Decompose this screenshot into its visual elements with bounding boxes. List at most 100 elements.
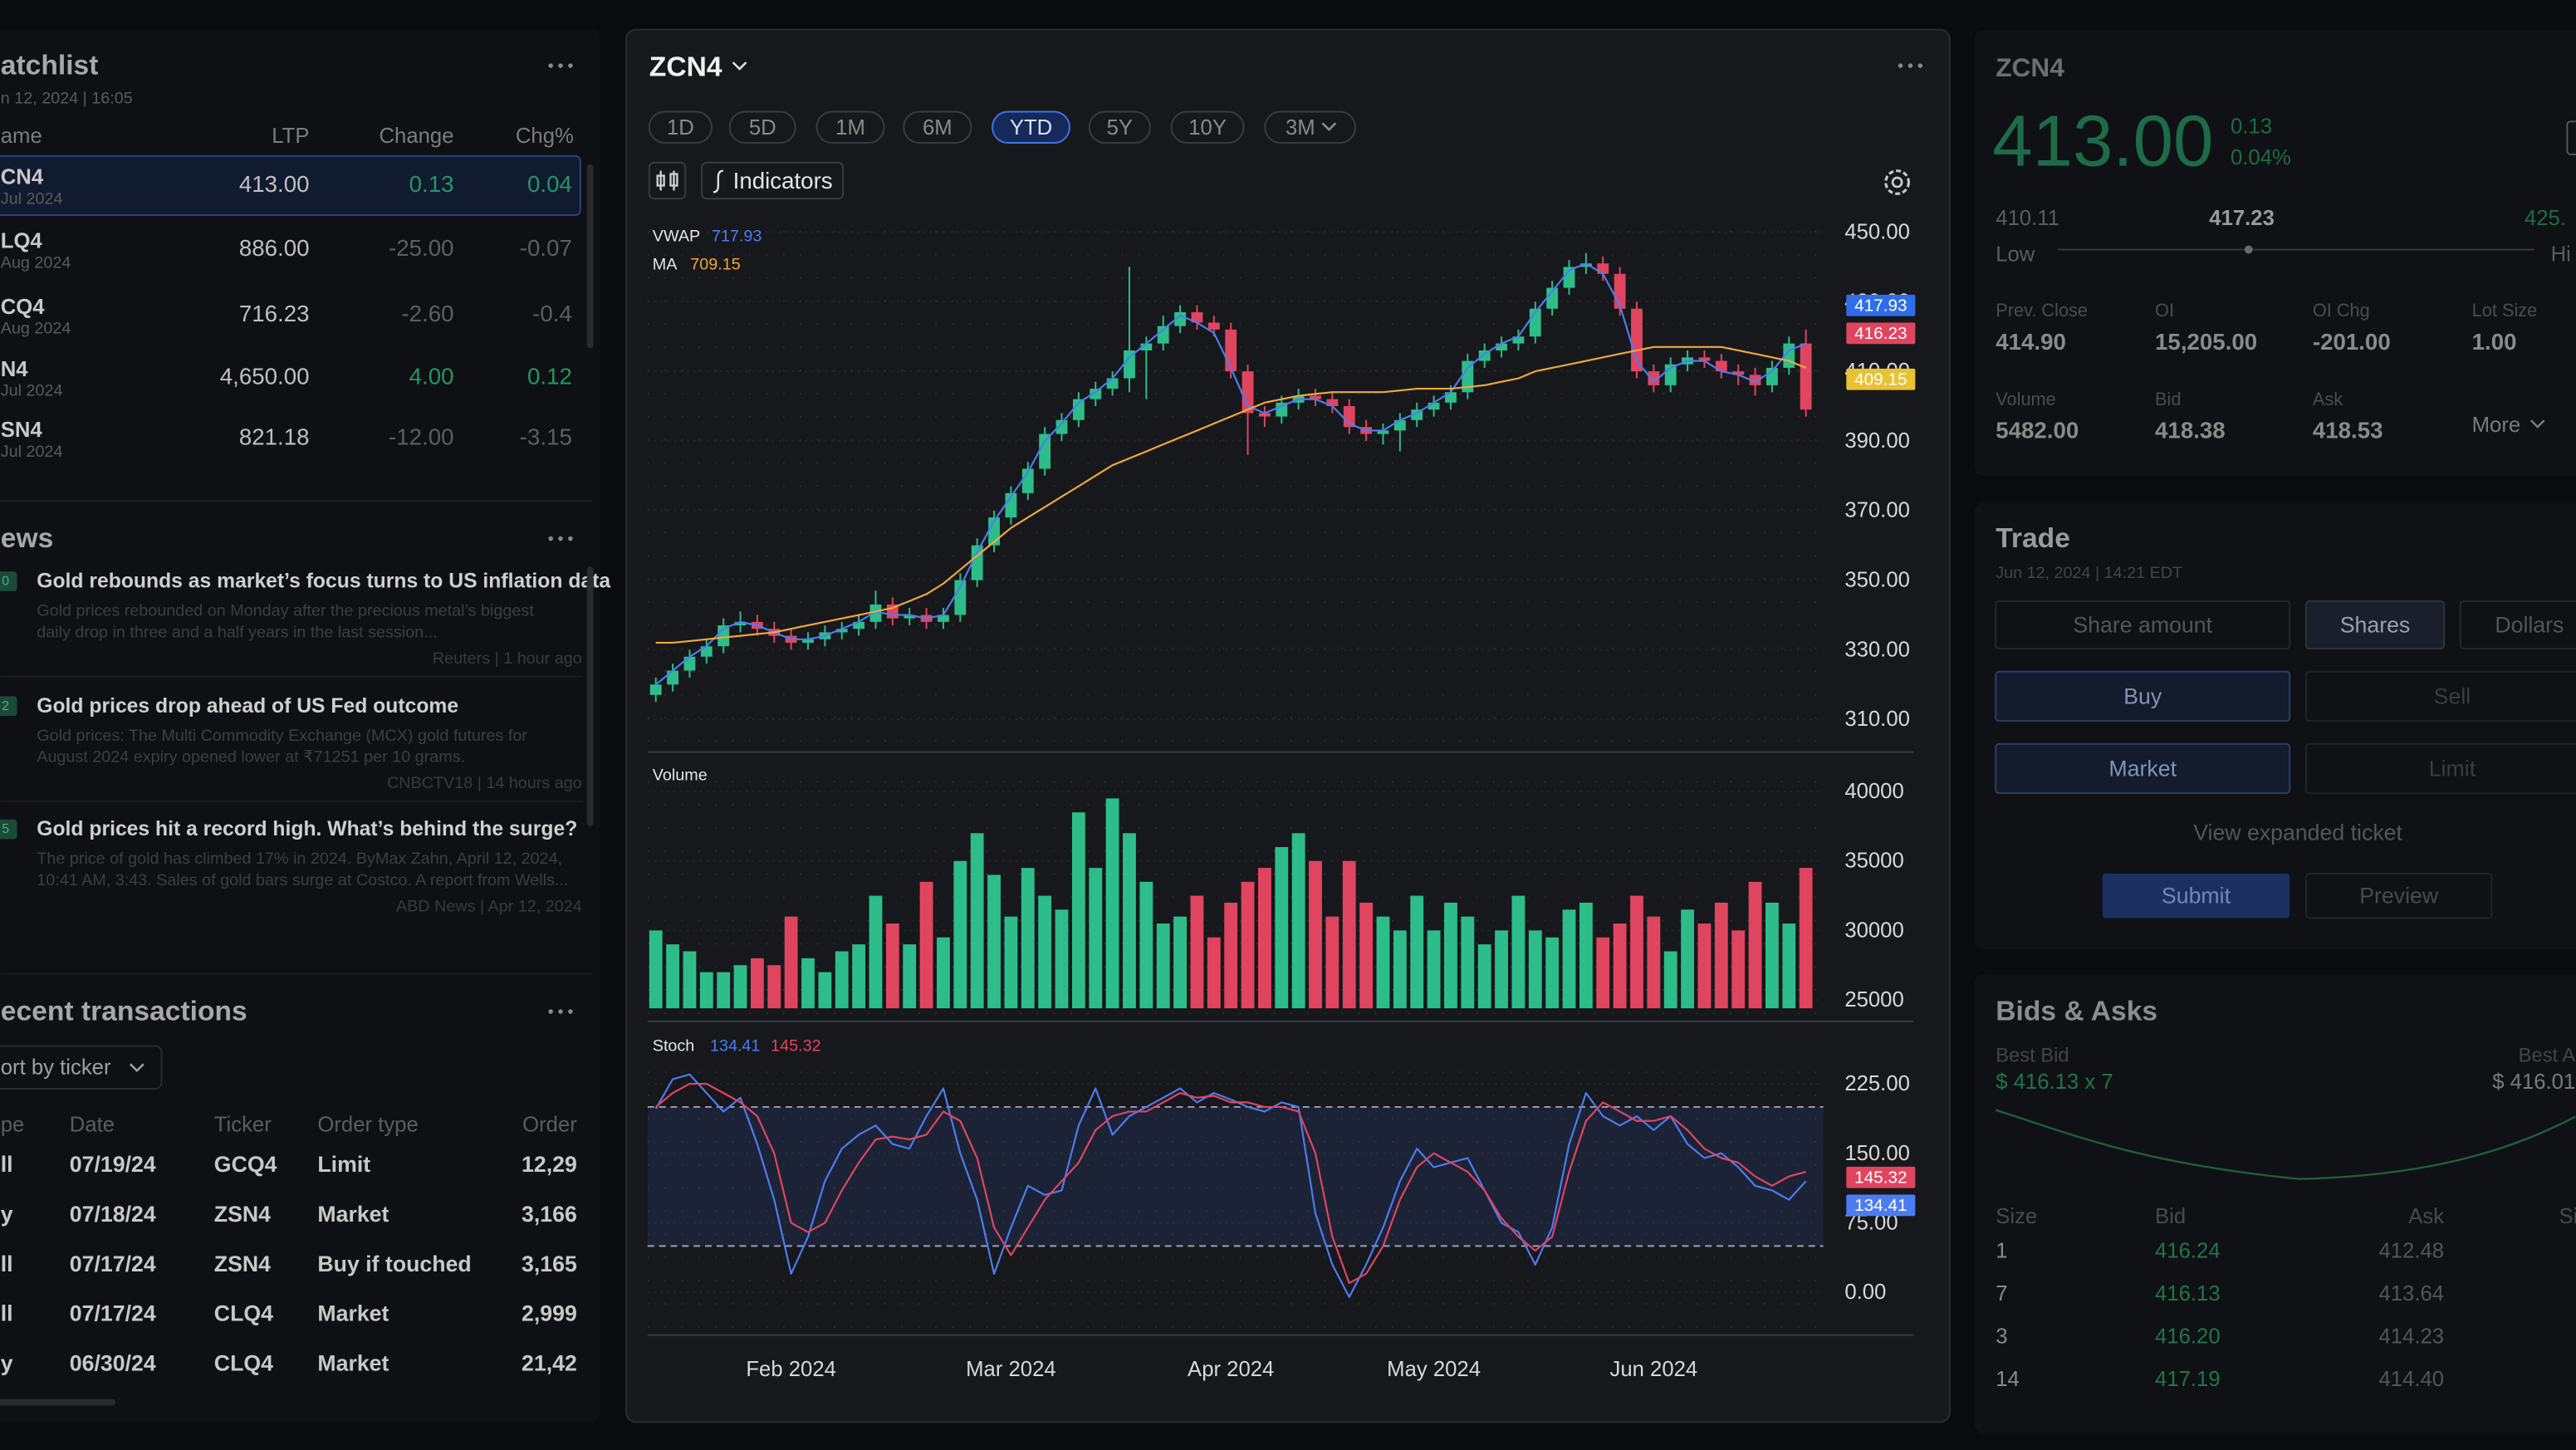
chevron	[130, 1063, 144, 1073]
stat-value: 15,205.00	[2155, 329, 2257, 355]
order-button-label: Limit	[2429, 756, 2476, 781]
candle-body	[1631, 308, 1643, 372]
volume-bar	[801, 958, 815, 1009]
amount-button[interactable]	[2459, 600, 2576, 650]
symbol: LQ4	[1, 230, 43, 253]
table-cell: Market	[317, 1301, 389, 1326]
pane-label: Stoch	[653, 1037, 695, 1056]
candle-body	[1174, 311, 1187, 326]
volume-bar	[1410, 895, 1424, 1009]
volume-bar	[1731, 930, 1746, 1009]
y-tick-label: 40000	[1844, 780, 1903, 803]
range-mid: 417.23	[2209, 207, 2275, 230]
change: -25.00	[389, 235, 453, 261]
more-menu[interactable]	[558, 1009, 563, 1014]
legend-value: 717.93	[712, 228, 762, 246]
change: -12.00	[389, 424, 453, 449]
depth-cell: 416.24	[2155, 1240, 2221, 1263]
volume-bar	[1714, 902, 1728, 1009]
column-header: Ticker	[214, 1113, 272, 1136]
stat-value: 1.00	[2472, 329, 2517, 355]
range-button[interactable]	[815, 110, 885, 145]
chart-type-button[interactable]	[648, 161, 687, 200]
column-header: Order type	[317, 1113, 418, 1136]
more-menu[interactable]	[558, 63, 563, 68]
range-button[interactable]	[728, 110, 796, 145]
order-button[interactable]	[1995, 742, 2291, 795]
more-menu[interactable]	[1898, 63, 1903, 68]
candle-body	[1310, 395, 1321, 399]
range-button[interactable]	[648, 110, 713, 145]
range-marker	[2244, 245, 2253, 254]
more-menu[interactable]	[1908, 63, 1913, 68]
table-cell: 2,999	[522, 1301, 577, 1326]
candle-body	[954, 580, 967, 615]
range-button[interactable]	[1088, 110, 1151, 145]
side-button-label: Buy	[2123, 683, 2162, 708]
news-body: 10:41 AM, 3:43. Sales of gold bars surge…	[37, 871, 568, 889]
volume-bar	[1359, 902, 1374, 1009]
volume-bar	[1038, 895, 1052, 1009]
amount-button-label: Dollars	[2495, 612, 2564, 637]
news-tag	[0, 819, 17, 840]
price-badge-label: 134.41	[1854, 1196, 1907, 1215]
candle-body	[1225, 329, 1237, 372]
more-menu[interactable]	[568, 63, 573, 68]
y-tick-label: 390.00	[1844, 429, 1910, 453]
range-button[interactable]	[992, 110, 1071, 145]
volume-bar	[852, 944, 866, 1009]
stat-label: OI Chg	[2313, 300, 2370, 321]
more-menu[interactable]	[568, 536, 573, 541]
x-tick-label: Jun 2024	[1610, 1358, 1698, 1381]
left-panel	[0, 29, 600, 1423]
side-button[interactable]	[1995, 670, 2291, 723]
table-cell: 21,42	[522, 1351, 577, 1376]
symbol: CN4	[1, 166, 44, 189]
stat-label: OI	[2155, 300, 2174, 321]
more-menu[interactable]	[558, 536, 563, 541]
volume-bar	[1004, 916, 1018, 1009]
amount-button[interactable]	[2304, 600, 2446, 650]
legend-value: 145.32	[771, 1037, 820, 1056]
volume-bar	[1579, 902, 1593, 1009]
filter-dropdown[interactable]	[0, 1045, 163, 1090]
depth-cell: 1	[1996, 1240, 2007, 1263]
submit-button[interactable]	[2102, 873, 2290, 918]
x-tick-label: Mar 2024	[966, 1358, 1056, 1381]
volume-bar	[818, 972, 832, 1009]
range-button[interactable]	[1264, 110, 1357, 145]
volume-bar	[699, 972, 713, 1009]
news-body: Gold prices: The Multi Commodity Exchang…	[37, 727, 527, 745]
column-header: ame	[1, 125, 42, 148]
more-menu[interactable]	[548, 1009, 553, 1014]
range-button[interactable]	[903, 110, 972, 145]
more-menu[interactable]	[1917, 63, 1923, 68]
settings-icon[interactable]	[1884, 169, 1911, 195]
more-menu[interactable]	[548, 63, 553, 68]
chart-toggle	[2566, 120, 2576, 155]
volume-bar	[1342, 860, 1356, 1009]
side-button[interactable]	[2304, 670, 2576, 723]
volume-bar	[835, 951, 849, 1009]
more-menu[interactable]	[548, 536, 553, 541]
order-button[interactable]	[2304, 742, 2576, 795]
stat-label: Bid	[2155, 389, 2181, 409]
indicators-button[interactable]	[701, 161, 845, 200]
preview-button[interactable]	[2304, 872, 2493, 919]
news-tag-text: 0	[2, 574, 9, 588]
news-tag-text: 2	[2, 699, 9, 713]
news-tag	[0, 696, 17, 717]
more-menu[interactable]	[568, 1009, 573, 1014]
volume-bar	[885, 923, 899, 1009]
amount-button[interactable]	[1995, 600, 2291, 650]
range-button[interactable]	[1170, 110, 1245, 145]
volume-bar	[1241, 881, 1255, 1009]
ltp: 4,650.00	[220, 363, 310, 389]
scrollbar	[586, 164, 594, 349]
y-tick-label: 35000	[1844, 850, 1903, 873]
volume-bar	[1309, 860, 1322, 1009]
volume-bar	[1275, 847, 1289, 1009]
table-cell: GCQ4	[214, 1152, 277, 1177]
candle-body	[869, 604, 882, 622]
table-cell: 07/19/24	[70, 1152, 156, 1177]
